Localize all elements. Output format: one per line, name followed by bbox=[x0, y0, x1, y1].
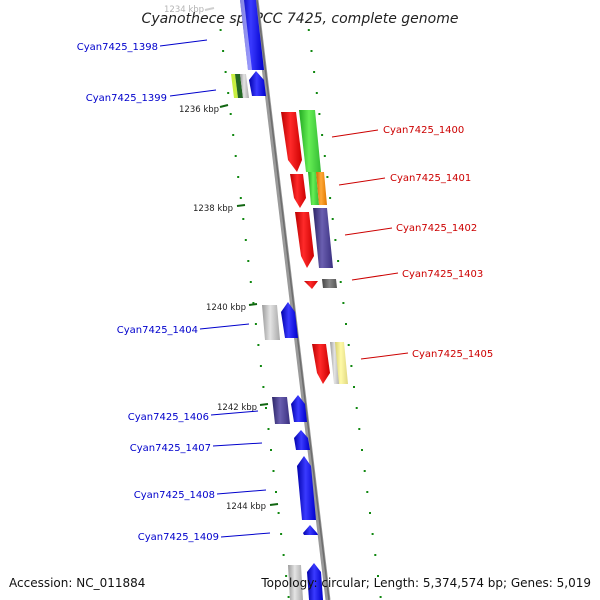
gene-label-cyan7425-1404[interactable]: Cyan7425_1404 bbox=[117, 325, 198, 336]
kbp-tick-1234: 1234 kbp bbox=[164, 5, 215, 15]
dotted-guide-tracks bbox=[219, 29, 382, 598]
gene-label-cyan7425-1400[interactable]: Cyan7425_1400 bbox=[383, 125, 464, 136]
gene-label-cyan7425-1399[interactable]: Cyan7425_1399 bbox=[86, 93, 167, 104]
gene-cyan7425-1409[interactable] bbox=[303, 525, 318, 535]
gene-cyan7425-1400[interactable] bbox=[281, 110, 321, 172]
kbp-tick-label: 1234 kbp bbox=[164, 5, 204, 15]
leader-lines-left bbox=[159, 39, 271, 538]
gene-cyan7425-1406[interactable] bbox=[272, 395, 307, 424]
gene-cyan7425-1405[interactable] bbox=[312, 342, 348, 384]
genome-backbone-shadow bbox=[256, 0, 330, 600]
kbp-tick-1238: 1238 kbp bbox=[193, 204, 246, 214]
gene-cyan7425-1407[interactable] bbox=[294, 430, 310, 450]
page-title: Cyanothece sp. PCC 7425, complete genome bbox=[142, 11, 459, 27]
leader-lines-right bbox=[331, 129, 409, 360]
gene-label-cyan7425-1407[interactable]: Cyan7425_1407 bbox=[130, 443, 211, 454]
gene-label-cyan7425-1409[interactable]: Cyan7425_1409 bbox=[138, 532, 219, 543]
gene-cyan7425-1408[interactable] bbox=[297, 456, 316, 520]
gene-bottom-forward[interactable] bbox=[288, 563, 323, 600]
kbp-tick-label: 1240 kbp bbox=[206, 303, 246, 313]
gene-cyan7425-1398[interactable] bbox=[240, 0, 264, 70]
genome-summary-text: Topology: circular; Length: 5,374,574 bp… bbox=[260, 576, 591, 590]
kbp-tick-1240: 1240 kbp bbox=[206, 303, 258, 313]
accession-text: Accession: NC_011884 bbox=[9, 576, 145, 590]
gene-cyan7425-1399[interactable] bbox=[231, 71, 266, 98]
kbp-tick-label: 1236 kbp bbox=[179, 105, 219, 115]
gene-labels-right: Cyan7425_1400 Cyan7425_1401 Cyan7425_140… bbox=[383, 125, 493, 360]
forward-strand-genes bbox=[231, 0, 323, 600]
gene-label-cyan7425-1403[interactable]: Cyan7425_1403 bbox=[402, 269, 483, 280]
gene-cyan7425-1402[interactable] bbox=[295, 208, 333, 268]
kbp-tick-label: 1244 kbp bbox=[226, 502, 266, 512]
gene-label-cyan7425-1405[interactable]: Cyan7425_1405 bbox=[412, 349, 493, 360]
kbp-tick-1242: 1242 kbp bbox=[217, 403, 269, 413]
reverse-strand-genes bbox=[281, 110, 348, 384]
kbp-tick-1236: 1236 kbp bbox=[179, 104, 229, 115]
gene-cyan7425-1401[interactable] bbox=[290, 172, 327, 208]
gene-label-cyan7425-1408[interactable]: Cyan7425_1408 bbox=[134, 490, 215, 501]
kbp-tick-label: 1238 kbp bbox=[193, 204, 233, 214]
gene-label-cyan7425-1398[interactable]: Cyan7425_1398 bbox=[77, 42, 158, 53]
gene-cyan7425-1403[interactable] bbox=[304, 279, 337, 289]
kbp-ticks: 1234 kbp 1236 kbp 1238 kbp 1240 kbp 1242… bbox=[164, 5, 279, 512]
genome-backbone bbox=[253, 0, 331, 600]
kbp-tick-label: 1242 kbp bbox=[217, 403, 257, 413]
gene-label-cyan7425-1401[interactable]: Cyan7425_1401 bbox=[390, 173, 471, 184]
gene-cyan7425-1404[interactable] bbox=[262, 302, 298, 340]
kbp-tick-1244: 1244 kbp bbox=[226, 502, 279, 512]
gene-label-cyan7425-1402[interactable]: Cyan7425_1402 bbox=[396, 223, 477, 234]
gene-labels-left: Cyan7425_1398 Cyan7425_1399 Cyan7425_140… bbox=[77, 42, 219, 543]
gene-label-cyan7425-1406[interactable]: Cyan7425_1406 bbox=[128, 412, 209, 423]
